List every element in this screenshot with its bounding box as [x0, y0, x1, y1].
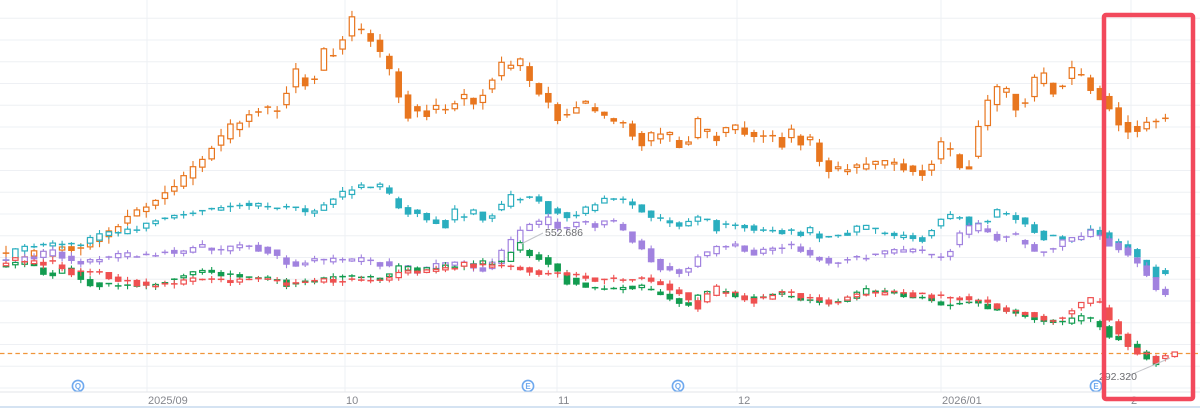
x-axis-label: 2026/01 [942, 395, 982, 407]
series-teal [2, 182, 1169, 280]
svg-text:E: E [525, 382, 531, 391]
price-label: 552.686 [520, 227, 583, 245]
gridlines [0, 0, 1200, 392]
event-badge-q[interactable]: Q [71, 379, 85, 393]
price-label: 292.320 [1099, 357, 1171, 383]
x-axis-label: 11 [558, 395, 569, 407]
price-label-text: 292.320 [1099, 371, 1137, 383]
event-badge-e[interactable]: E [1089, 379, 1103, 393]
series-orange [2, 10, 1169, 262]
x-axis-labels: 2025/09 10 11 12 2026/01 2 [148, 395, 1137, 407]
svg-text:Q: Q [675, 382, 681, 391]
x-axis-label: 10 [346, 395, 358, 407]
event-badge-q[interactable]: Q [671, 379, 685, 393]
x-axis-label: 2025/09 [148, 395, 188, 407]
price-label-text: 552.686 [545, 227, 583, 239]
series-green [2, 240, 1160, 367]
series-red [2, 257, 1179, 365]
svg-text:Q: Q [75, 382, 81, 391]
svg-text:E: E [1093, 382, 1099, 391]
x-axis-label: 12 [738, 395, 750, 407]
highlight-box [1101, 12, 1196, 402]
series-purple [2, 213, 1169, 297]
event-badge-e[interactable]: E [521, 379, 535, 393]
